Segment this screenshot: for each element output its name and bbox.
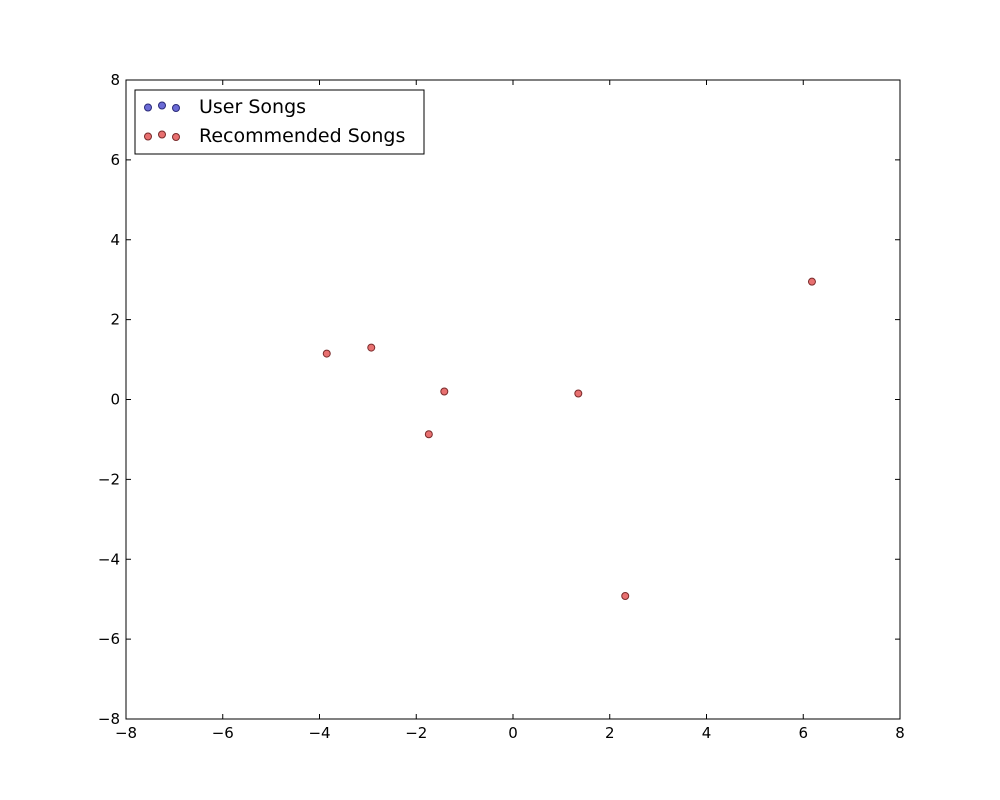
point-series-1-6 (807, 277, 816, 286)
y-tick-label-5: 2 (110, 311, 120, 329)
x-tick-label-7: 6 (798, 724, 808, 742)
x-tick-label-1: −6 (212, 724, 234, 742)
x-tick-label-2: −4 (308, 724, 330, 742)
legend: User Songs Recommended Songs (134, 89, 425, 155)
y-tick-label-3: −2 (98, 470, 120, 488)
legend-label-0: User Songs (199, 96, 306, 118)
y-tick-label-1: −6 (98, 630, 120, 648)
legend-marker-1-2 (172, 133, 180, 141)
legend-box (134, 89, 425, 155)
point-series-1-3 (424, 430, 433, 439)
point-series-1-4 (574, 389, 583, 398)
legend-marker-0-0 (144, 103, 152, 112)
y-tick-label-2: −4 (98, 550, 120, 568)
y-tick-label-8: 8 (110, 71, 120, 89)
legend-marker-1-0 (144, 132, 152, 141)
x-tick-label-6: 4 (702, 724, 712, 742)
point-series-1-1 (367, 343, 376, 352)
x-tick-label-4: 0 (508, 724, 518, 742)
x-tick-label-0: −8 (115, 724, 137, 742)
legend-marker-1-1 (158, 130, 166, 139)
x-tick-label-3: −2 (405, 724, 427, 742)
axis-ticks: −8 −6 −4 −2 0 2 4 6 8 −8 −6 −4 −2 0 2 4 6 8 (98, 71, 905, 742)
point-series-1-5 (621, 591, 630, 600)
data-points (322, 277, 816, 600)
legend-marker-0-2 (172, 104, 180, 112)
y-tick-label-4: 0 (110, 391, 120, 409)
legend-label-1: Recommended Songs (199, 125, 405, 147)
x-tick-label-8: 8 (895, 724, 905, 742)
y-tick-label-6: 4 (110, 231, 120, 249)
axes-frame (125, 79, 901, 720)
y-tick-label-0: −8 (98, 710, 120, 728)
y-tick-label-7: 6 (110, 151, 120, 169)
point-series-1-0 (322, 349, 331, 358)
legend-marker-0-1 (158, 101, 166, 110)
x-tick-label-5: 2 (605, 724, 615, 742)
point-series-1-2 (440, 387, 449, 396)
